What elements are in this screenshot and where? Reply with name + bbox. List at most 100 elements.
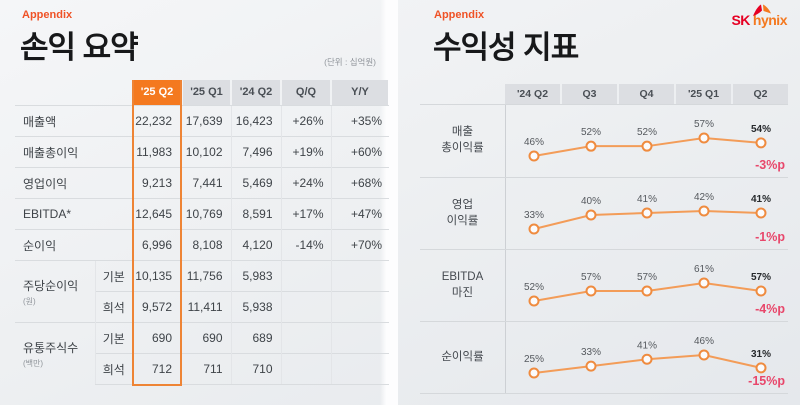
data-point bbox=[698, 205, 710, 217]
row-label: EBITDA* bbox=[15, 198, 133, 230]
value-cell: 7,496 bbox=[230, 136, 281, 168]
qoq-cell bbox=[280, 322, 331, 354]
change-label: -1%p bbox=[755, 230, 785, 244]
logo-hynix-text: hynix bbox=[752, 12, 788, 28]
point-value-label: 46% bbox=[694, 336, 714, 347]
point-value-label: 25% bbox=[524, 354, 544, 365]
column-header: '24 Q2 bbox=[505, 84, 560, 104]
row-label: 순이익 bbox=[15, 229, 133, 261]
value-cell: 9,213 bbox=[132, 167, 182, 199]
data-point bbox=[641, 140, 653, 152]
data-point bbox=[528, 367, 540, 379]
table-row: 순이익 6,996 8,108 4,120 -14% +70% bbox=[15, 229, 389, 261]
value-cell: 5,469 bbox=[230, 167, 281, 199]
value-cell: 5,938 bbox=[230, 291, 281, 323]
point-value-label: 41% bbox=[637, 194, 657, 205]
table-row: 희석 712 711 710 bbox=[15, 353, 389, 386]
sub-row-label: 희석 bbox=[94, 291, 133, 323]
point-value-label: 52% bbox=[524, 282, 544, 293]
column-header: Q/Q bbox=[281, 80, 331, 106]
data-point bbox=[698, 132, 710, 144]
data-point bbox=[641, 353, 653, 365]
value-cell: 689 bbox=[230, 322, 281, 354]
value-cell: 11,983 bbox=[132, 136, 182, 168]
column-header-current: '25 Q2 bbox=[132, 80, 182, 106]
change-label: -4%p bbox=[755, 302, 785, 316]
chart-row-net-margin: 순이익률 25% 33% 41% 46% 31% -15%p bbox=[420, 321, 788, 393]
value-cell: 6,996 bbox=[132, 229, 182, 261]
point-value-label: 54% bbox=[751, 124, 771, 135]
unit-note: (단위 : 십억원) bbox=[324, 57, 376, 67]
yoy-cell bbox=[330, 260, 389, 292]
point-value-label: 42% bbox=[694, 192, 714, 203]
column-header: '25 Q1 bbox=[181, 80, 231, 106]
trend-chart: 52% 57% 57% 61% 57% -4%p bbox=[505, 250, 788, 321]
point-value-label: 46% bbox=[524, 137, 544, 148]
qoq-cell: +17% bbox=[280, 198, 331, 230]
data-point bbox=[585, 140, 597, 152]
row-label-merged: 주당순이익 (원) bbox=[15, 260, 95, 323]
value-cell: 711 bbox=[180, 353, 231, 385]
appendix-label: Appendix bbox=[434, 9, 485, 21]
value-cell: 22,232 bbox=[132, 105, 182, 137]
page-title: 수익성 지표 bbox=[433, 30, 579, 65]
point-value-label: 40% bbox=[581, 196, 601, 207]
sub-row-label: 희석 bbox=[94, 353, 133, 385]
value-cell: 8,591 bbox=[230, 198, 281, 230]
value-cell: 11,411 bbox=[180, 291, 231, 323]
column-header: Q2 bbox=[733, 84, 788, 104]
point-value-label: 57% bbox=[581, 272, 601, 283]
value-cell: 8,108 bbox=[180, 229, 231, 261]
yoy-cell: +60% bbox=[330, 136, 389, 168]
metric-label: 영업 이익률 bbox=[446, 198, 479, 227]
data-point bbox=[755, 137, 767, 149]
value-cell: 710 bbox=[230, 353, 281, 385]
income-summary-slide: Appendix 손익 요약 (단위 : 십억원) '25 Q2 '25 Q1 … bbox=[15, 9, 389, 386]
table-row: 매출액 22,232 17,639 16,423 +26% +35% bbox=[15, 105, 389, 137]
yoy-cell: +68% bbox=[330, 167, 389, 199]
table-row: 희석 9,572 11,411 5,938 bbox=[15, 291, 389, 323]
column-header: '25 Q1 bbox=[676, 84, 731, 104]
row-label-unit: (원) bbox=[23, 296, 36, 306]
point-value-label: 57% bbox=[637, 272, 657, 283]
trend-chart: 25% 33% 41% 46% 31% -15%p bbox=[505, 322, 788, 393]
table-header-row: '25 Q2 '25 Q1 '24 Q2 Q/Q Y/Y bbox=[15, 80, 389, 106]
butterfly-icon bbox=[752, 4, 772, 22]
value-cell: 17,639 bbox=[180, 105, 231, 137]
yoy-cell: +70% bbox=[330, 229, 389, 261]
table-row: 유통주식수 (백만) 기본 690 690 689 bbox=[15, 322, 389, 385]
value-cell: 5,983 bbox=[230, 260, 281, 292]
point-value-label: 33% bbox=[524, 210, 544, 221]
data-point bbox=[528, 150, 540, 162]
value-cell: 10,769 bbox=[180, 198, 231, 230]
row-label: 매출액 bbox=[15, 105, 133, 137]
value-cell: 10,135 bbox=[132, 260, 182, 292]
qoq-cell bbox=[280, 291, 331, 323]
appendix-label: Appendix bbox=[22, 9, 73, 21]
qoq-cell bbox=[280, 353, 331, 385]
chart-row-gross-margin: 매출 총이익률 46% 52% 52% 57% 54% -3%p bbox=[420, 105, 788, 177]
value-cell: 4,120 bbox=[230, 229, 281, 261]
column-header: '24 Q2 bbox=[231, 80, 281, 106]
value-cell: 690 bbox=[180, 322, 231, 354]
value-cell: 11,756 bbox=[180, 260, 231, 292]
change-label: -3%p bbox=[755, 158, 785, 172]
data-point bbox=[755, 207, 767, 219]
yoy-cell bbox=[330, 353, 389, 385]
table-row: 매출총이익 11,983 10,102 7,496 +19% +60% bbox=[15, 136, 389, 168]
data-point bbox=[641, 285, 653, 297]
row-label-unit: (백만) bbox=[23, 358, 44, 368]
value-cell: 712 bbox=[132, 353, 182, 386]
metric-label: 순이익률 bbox=[441, 350, 484, 363]
value-cell: 12,645 bbox=[132, 198, 182, 230]
value-cell: 9,572 bbox=[132, 291, 182, 323]
row-label-merged: 유통주식수 (백만) bbox=[15, 322, 95, 385]
yoy-cell: +35% bbox=[330, 105, 389, 137]
qoq-cell: +19% bbox=[280, 136, 331, 168]
profitability-slide: Appendix 수익성 지표 SK hynix '24 Q2 Q3 Q4 '25… bbox=[400, 0, 800, 405]
data-point bbox=[698, 277, 710, 289]
profitability-chart-table: '24 Q2 Q3 Q4 '25 Q1 Q2 매출 총이익률 46% 52% 52% 5… bbox=[420, 84, 788, 394]
yoy-cell bbox=[330, 322, 389, 354]
sub-row-label: 기본 bbox=[94, 260, 133, 292]
point-value-label: 57% bbox=[751, 272, 771, 283]
